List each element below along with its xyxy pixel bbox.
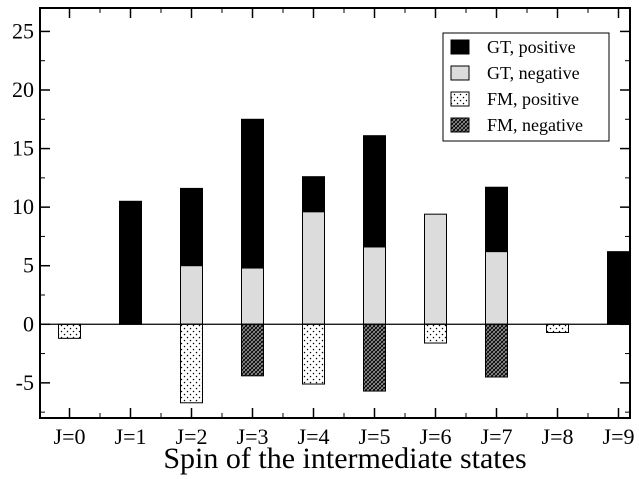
bar-fm-negative-j-5	[363, 323, 386, 392]
x-tick-label: J=1	[115, 424, 147, 449]
bar-gt-negative-j-2	[180, 265, 203, 325]
x-axis: J=0 J=1 J=2 J=3 J=4 J=5 J=6 J=7 J=8 J=9	[54, 8, 635, 449]
y-tick-label: 5	[23, 253, 34, 278]
legend: GT, positive GT, negative FM, positive FM, …	[442, 32, 610, 142]
y-tick-label: 0	[23, 311, 34, 336]
bar-gt-positive-j-9	[607, 251, 630, 325]
x-tick-label: J=0	[54, 424, 86, 449]
legend-swatch-gt-positive	[450, 39, 470, 55]
x-axis-title: Spin of the intermediate states	[163, 442, 526, 475]
x-tick-label: J=4	[298, 424, 330, 449]
y-tick-label: 10	[12, 194, 34, 219]
legend-label-fm-positive: FM, positive	[487, 89, 579, 109]
bar-gt-negative-j-4	[302, 211, 325, 325]
bar-fm-positive-j-2	[180, 323, 203, 404]
legend-label-gt-negative: GT, negative	[487, 63, 580, 83]
bar-fm-positive-j-6	[424, 323, 447, 344]
x-tick-label: J=8	[542, 424, 574, 449]
bar-gt-negative-j-5	[363, 246, 386, 325]
y-tick-label: -5	[16, 370, 34, 395]
legend-box	[442, 32, 610, 142]
y-tick-label: 25	[12, 18, 34, 43]
legend-swatch-fm-positive	[450, 91, 470, 107]
x-tick-label: J=2	[176, 424, 208, 449]
bars-layer	[58, 118, 630, 404]
plot-frame	[39, 7, 631, 419]
y-tick-label: 20	[12, 77, 34, 102]
x-tick-label: J=5	[359, 424, 391, 449]
bar-gt-negative-j-3	[241, 267, 264, 325]
bar-fm-negative-j-3	[241, 323, 264, 377]
bar-gt-positive-j-1	[119, 200, 142, 325]
x-tick-label: J=6	[420, 424, 452, 449]
legend-label-gt-positive: GT, positive	[487, 37, 576, 57]
x-tick-label: J=7	[481, 424, 513, 449]
legend-swatch-gt-negative	[450, 65, 470, 81]
legend-label-fm-negative: FM, negative	[487, 115, 583, 135]
legend-swatch-fm-negative	[450, 117, 470, 133]
x-tick-label: J=3	[237, 424, 269, 449]
bar-gt-negative-j-7	[485, 251, 508, 325]
bar-fm-positive-j-8	[546, 323, 569, 333]
y-axis: -5 0 5 10 15 20 25	[12, 18, 630, 413]
bar-gt-negative-j-6	[424, 213, 447, 325]
bar-fm-positive-j-4	[302, 323, 325, 385]
y-tick-label: 15	[12, 136, 34, 161]
bar-fm-negative-j-7	[485, 323, 508, 378]
x-tick-label: J=9	[603, 424, 635, 449]
bar-fm-positive-j-0	[58, 323, 81, 339]
